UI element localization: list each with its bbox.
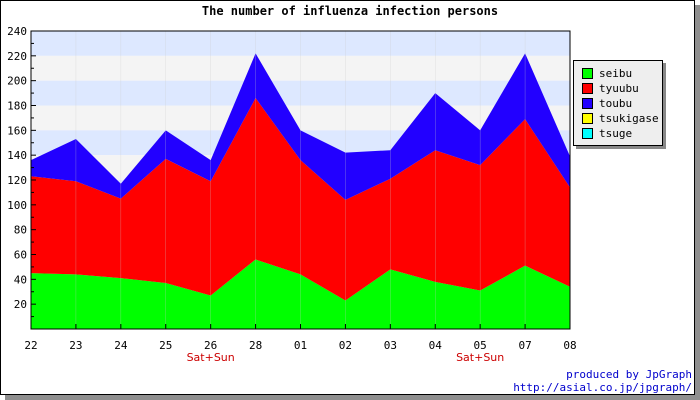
legend: seibu tyuubu toubu tsukigase tsuge [573,60,663,146]
legend-label: tsuge [599,126,633,140]
credit-url[interactable]: http://asial.co.jp/jpgraph/ [513,381,692,394]
area-series-toubu [31,53,570,200]
x-note-label: Sat+Sun [456,351,504,364]
x-tick-label: 28 [249,339,262,352]
legend-item-seibu: seibu [582,66,633,80]
chart-title: The number of influenza infection person… [201,4,499,18]
y-tick-label: 120 [7,174,27,187]
y-tick-label: 60 [14,249,27,262]
x-tick-label: 07 [518,339,531,352]
legend-swatch [582,127,593,139]
x-tick-label: 02 [339,339,352,352]
legend-label: seibu [599,66,633,80]
x-tick-label: 03 [384,339,397,352]
y-tick-label: 200 [7,75,27,88]
x-note-label: Sat+Sun [187,351,235,364]
x-tick-label: 01 [294,339,307,352]
y-tick-label: 40 [14,273,27,286]
credit-line1: produced by JpGraph [566,368,692,381]
x-tick-label: 04 [429,339,443,352]
y-tick-label: 20 [14,298,27,311]
legend-label: tsukigase [599,111,659,125]
y-tick-label: 240 [7,25,27,38]
legend-item-tyuubu: tyuubu [582,81,639,95]
x-tick-label: 22 [24,339,37,352]
legend-label: toubu [599,96,633,110]
y-tick-label: 220 [7,50,27,63]
y-tick-label: 80 [14,224,27,237]
legend-item-toubu: toubu [582,96,633,110]
legend-label: tyuubu [599,81,639,95]
credit[interactable]: produced by JpGraph http://asial.co.jp/j… [513,368,692,394]
x-tick-label: 05 [474,339,487,352]
y-tick-label: 180 [7,100,27,113]
y-tick-label: 100 [7,199,27,212]
x-tick-label: 24 [114,339,128,352]
legend-swatch [582,97,593,109]
x-tick-label: 26 [204,339,217,352]
x-tick-label: 08 [563,339,576,352]
legend-swatch [582,67,593,79]
x-tick-label: 25 [159,339,172,352]
y-tick-label: 160 [7,124,27,137]
legend-item-tsukigase: tsukigase [582,111,659,125]
legend-swatch [582,112,593,124]
legend-swatch [582,82,593,94]
x-tick-label: 23 [69,339,82,352]
legend-item-tsuge: tsuge [582,126,633,140]
y-tick-label: 140 [7,149,27,162]
